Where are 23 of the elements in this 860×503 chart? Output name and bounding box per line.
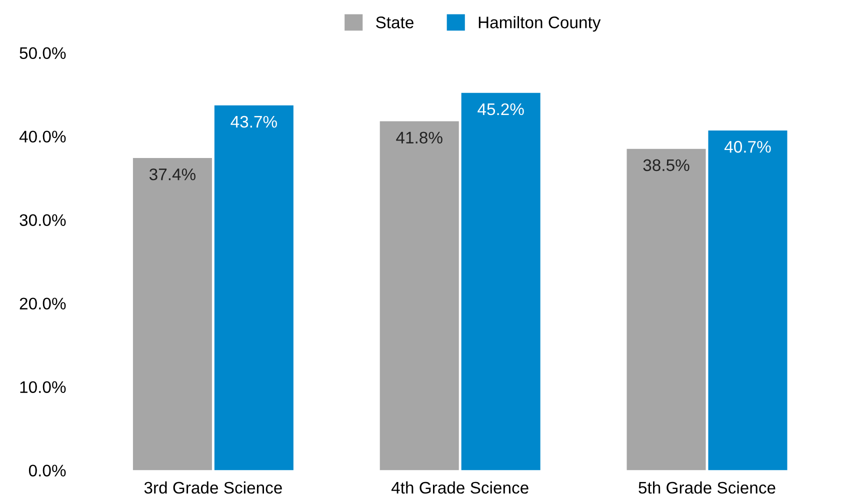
data-label: 41.8% — [396, 132, 442, 144]
data-label: 40.7% — [724, 140, 771, 153]
legend-label: Hamilton County — [478, 16, 601, 32]
y-tick-label: 50.0% — [20, 47, 66, 60]
bar — [132, 158, 212, 470]
y-tick-label: 30.0% — [20, 214, 66, 226]
bar — [380, 121, 459, 470]
data-label: 37.4% — [149, 168, 196, 180]
y-tick-label: 40.0% — [19, 130, 66, 143]
bar — [626, 148, 706, 470]
bar — [461, 92, 540, 470]
data-label: 38.5% — [643, 159, 690, 172]
bar — [214, 105, 294, 470]
x-tick-label: 4th Grade Science — [391, 481, 528, 494]
y-tick-label: 10.0% — [20, 381, 66, 394]
x-tick-label: 5th Grade Science — [638, 481, 776, 494]
x-tick-label: 3rd Grade Science — [144, 481, 282, 494]
legend-label: State — [376, 16, 414, 28]
y-tick-label: 0.0% — [28, 464, 66, 477]
data-label: 45.2% — [478, 103, 524, 116]
y-tick-label: 20.0% — [20, 298, 66, 310]
bar — [708, 130, 788, 470]
data-label: 43.7% — [230, 116, 277, 128]
